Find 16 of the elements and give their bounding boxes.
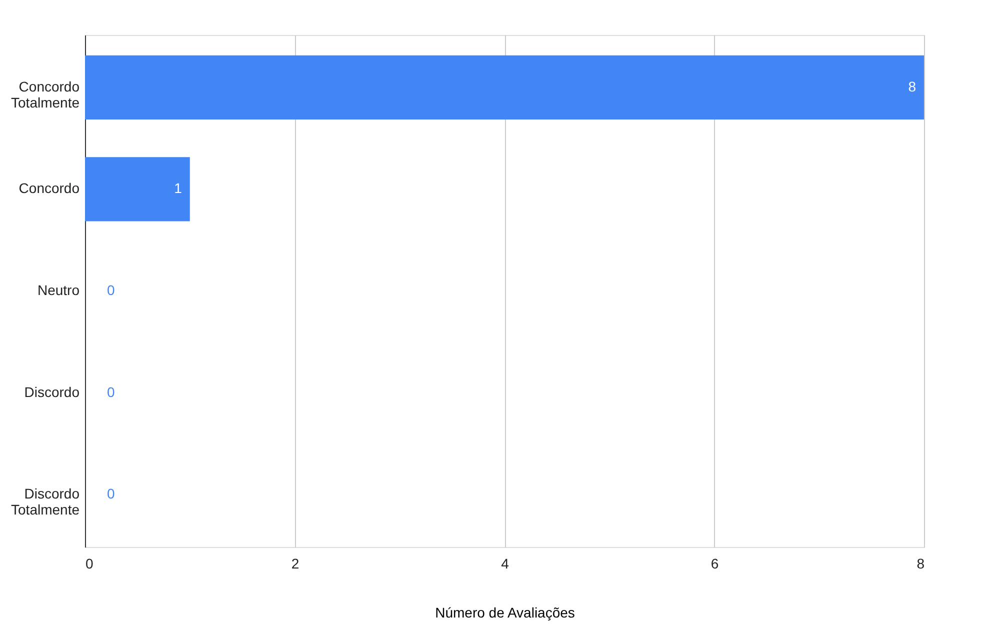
x-tick-label: 0: [86, 556, 94, 572]
y-tick-label: Neutro: [37, 282, 80, 298]
data-label: 0: [107, 282, 115, 298]
x-tick-label: 2: [291, 556, 300, 572]
data-label: 0: [107, 384, 115, 400]
y-tick-label: Discordo Totalmente: [11, 486, 80, 518]
y-tick-label: Concordo Totalmente: [11, 78, 80, 110]
y-tick-label: Concordo: [18, 180, 80, 196]
data-label: 1: [174, 180, 182, 196]
data-label: 0: [107, 486, 115, 502]
x-tick-label: 8: [916, 556, 925, 572]
y-tick-label: Discordo: [24, 384, 80, 400]
x-axis-title: Número de Avaliações: [435, 604, 575, 620]
x-tick-label: 6: [710, 556, 719, 572]
x-tick-label: 4: [501, 556, 510, 572]
data-label: 8: [908, 78, 916, 94]
